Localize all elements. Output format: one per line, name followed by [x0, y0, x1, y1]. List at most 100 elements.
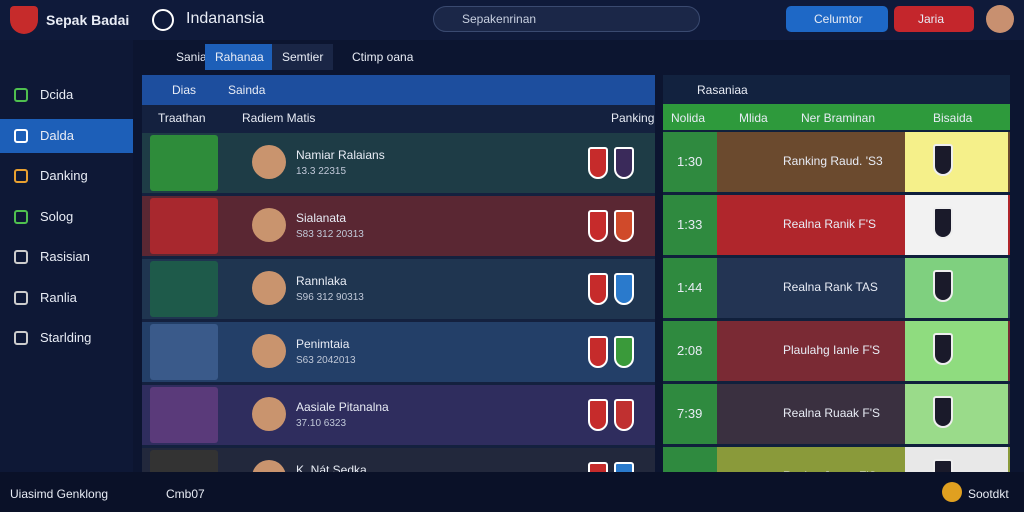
- nav-item[interactable]: Starlding: [0, 321, 133, 355]
- player-detail: S63 2042013: [296, 355, 356, 366]
- list-row[interactable]: Rannlaka S96 312 90313: [142, 259, 655, 319]
- tab[interactable]: Ctimp oana: [352, 50, 414, 64]
- match-time: 1:44: [677, 280, 703, 295]
- time-cell: [663, 132, 717, 192]
- icon: [14, 290, 28, 305]
- footer-text: Uiasimd Genklong: [10, 487, 109, 501]
- column-label: Ner Braminan: [801, 111, 876, 125]
- logo-cell: [905, 132, 1008, 192]
- player-detail: S83 312 20313: [296, 229, 364, 240]
- player-photo: [150, 324, 218, 380]
- page-title: Indanansia: [186, 10, 265, 27]
- crest: [588, 210, 608, 242]
- footer-text: Cmb07: [166, 487, 205, 501]
- team-logo: [933, 270, 953, 302]
- match-time: 1:30: [677, 154, 703, 169]
- crest: [614, 210, 634, 242]
- crest: [614, 147, 634, 179]
- logo-cell: [905, 384, 1008, 444]
- column-label: Radiem Matis: [242, 111, 316, 125]
- player-photo: [150, 135, 218, 191]
- footer: Uiasimd Genklong Cmb07 Sootdkt: [0, 472, 1024, 512]
- player-photo: [150, 261, 218, 317]
- footer-text: Sootdkt: [968, 487, 1009, 501]
- player-detail: 37.10 6323: [296, 418, 347, 429]
- tab[interactable]: Sania: [176, 50, 207, 64]
- column-label: Traathan: [158, 111, 206, 125]
- match-row[interactable]: 2:08 Plaulahg Ianle F'S: [663, 321, 1010, 381]
- logo: [10, 6, 38, 34]
- match-name: Realna Rank TAS: [783, 280, 878, 294]
- player-avatar: [252, 145, 286, 179]
- list-row[interactable]: Aasiale Pitanalna 37.10 6323: [142, 385, 655, 445]
- icon: [14, 128, 28, 143]
- column-label: Panking: [611, 111, 655, 125]
- button[interactable]: Celumtor: [786, 6, 888, 32]
- crest: [614, 399, 634, 431]
- team-logo: [933, 144, 953, 176]
- list-row[interactable]: Namiar Ralaians 13.3 22315: [142, 133, 655, 193]
- match-time: 1:33: [677, 217, 703, 232]
- team-logo: [933, 207, 953, 239]
- panel-header: Dias Sainda: [142, 75, 655, 105]
- search[interactable]: Sepakenrinan: [433, 6, 700, 32]
- column-label: Bisaida: [933, 111, 973, 125]
- icon: [14, 209, 28, 224]
- player-photo: [150, 198, 218, 254]
- nav-item[interactable]: Rasisian: [0, 240, 133, 274]
- match-time: 7:39: [677, 406, 703, 421]
- player-name: Rannlaka: [296, 274, 347, 288]
- match-name: Realna Ruaak F'S: [783, 406, 881, 420]
- match-row[interactable]: 1:33 Realna Ranik F'S: [663, 195, 1010, 255]
- brand: Sepak Badai: [46, 12, 130, 28]
- icon: [14, 88, 28, 102]
- nav-item[interactable]: Dalda: [0, 118, 133, 153]
- time-cell: [663, 258, 717, 318]
- nav-item[interactable]: Solog: [0, 200, 133, 234]
- panel-title: Rasaniaa: [697, 83, 748, 97]
- column-label: Mlida: [739, 111, 768, 125]
- crest: [614, 273, 634, 305]
- crest: [588, 147, 608, 179]
- match-name: Ranking Raud. 'S3: [783, 154, 883, 168]
- team-logo: [933, 396, 953, 428]
- avatar[interactable]: [986, 5, 1014, 33]
- player-avatar: [252, 397, 286, 431]
- crest: [588, 273, 608, 305]
- match-row[interactable]: 7:39 Realna Ruaak F'S: [663, 384, 1010, 444]
- column-label: Nolida: [671, 111, 706, 125]
- list-row[interactable]: Sialanata S83 312 20313: [142, 196, 655, 256]
- time-cell: [663, 384, 717, 444]
- match-name: Plaulahg Ianle F'S: [783, 343, 881, 357]
- nav-item[interactable]: Ranlia: [0, 281, 133, 315]
- crest: [588, 399, 608, 431]
- team-logo: [933, 333, 953, 365]
- logo-cell: [905, 258, 1008, 318]
- button[interactable]: Jaria: [894, 6, 974, 32]
- nav-item[interactable]: Danking: [0, 159, 133, 193]
- player-avatar: [252, 271, 286, 305]
- logo-cell: [905, 321, 1008, 381]
- logo-cell: [905, 195, 1008, 255]
- match-row[interactable]: 1:30 Ranking Raud. 'S3: [663, 132, 1010, 192]
- list-row[interactable]: Penimtaia S63 2042013: [142, 322, 655, 382]
- tab[interactable]: Rahanaa: [205, 44, 274, 70]
- icon: [152, 9, 174, 31]
- match-row[interactable]: 1:44 Realna Rank TAS: [663, 258, 1010, 318]
- player-detail: S96 312 90313: [296, 292, 364, 303]
- time-cell: [663, 321, 717, 381]
- panel-subtitle: Sainda: [228, 83, 266, 97]
- left-panel: Dias Sainda Traathan Radiem Matis Panking N…: [142, 75, 655, 508]
- crest: [588, 336, 608, 368]
- panel-header: Rasaniaa: [663, 75, 1010, 104]
- tab[interactable]: Semtier: [272, 44, 334, 70]
- nav-item[interactable]: Dcida: [0, 78, 133, 112]
- player-name: Penimtaia: [296, 337, 350, 351]
- player-name: Sialanata: [296, 211, 347, 225]
- match-time: 2:08: [677, 343, 703, 358]
- column-header: [663, 104, 1010, 130]
- crest: [614, 336, 634, 368]
- player-avatar: [252, 208, 286, 242]
- right-panel: Rasaniaa Nolida Mlida Ner Braminan Bisaida 1…: [663, 75, 1010, 507]
